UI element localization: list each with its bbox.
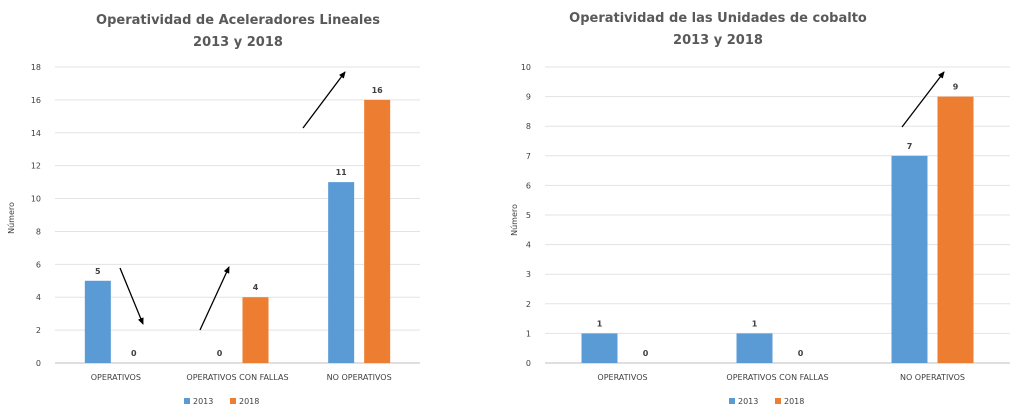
data-label: 7 (907, 142, 913, 151)
y-tick-label: 0 (36, 359, 41, 368)
data-label: 0 (217, 349, 223, 358)
legend-swatch-2013 (184, 398, 190, 404)
y-tick-label: 1 (526, 329, 531, 338)
y-axis-label: Número (7, 202, 16, 234)
data-label: 9 (953, 83, 959, 92)
bar-2013 (581, 333, 618, 363)
chart-unidades-cobalto: Operatividad de las Unidades de cobalto 2… (510, 11, 1010, 406)
bar-2013 (328, 182, 355, 363)
y-tick-label: 12 (31, 162, 41, 171)
trend-arrow (199, 266, 230, 331)
y-tick-label: 14 (31, 129, 41, 138)
legend-swatch-2013 (729, 398, 735, 404)
y-tick-label: 8 (36, 227, 41, 236)
trend-arrow (302, 71, 346, 129)
y-tick-label: 7 (526, 152, 531, 161)
data-label: 0 (643, 349, 649, 358)
y-tick-label: 4 (526, 241, 531, 250)
data-label: 11 (336, 168, 348, 177)
bar-2013 (84, 280, 111, 363)
y-axis-label: Número (510, 204, 519, 236)
y-tick-label: 18 (31, 63, 41, 72)
legend-label: 2018 (239, 397, 259, 406)
chart-title-line: 2013 y 2018 (673, 33, 763, 48)
y-tick-label: 6 (526, 181, 531, 190)
data-label: 0 (798, 349, 804, 358)
y-tick-label: 6 (36, 260, 41, 269)
x-tick-label: OPERATIVOS (91, 373, 141, 382)
legend-label: 2018 (784, 397, 804, 406)
legend-label: 2013 (193, 397, 213, 406)
x-tick-label: OPERATIVOS CON FALLAS (726, 373, 828, 382)
chart-title-line: 2013 y 2018 (193, 35, 283, 50)
y-tick-label: 4 (36, 293, 41, 302)
legend-label: 2013 (738, 397, 758, 406)
trend-arrow (119, 267, 144, 325)
x-tick-label: NO OPERATIVOS (327, 373, 392, 382)
x-tick-label: NO OPERATIVOS (900, 373, 965, 382)
x-tick-label: OPERATIVOS CON FALLAS (186, 373, 288, 382)
data-label: 1 (597, 319, 603, 328)
y-tick-label: 5 (526, 211, 531, 220)
chart-aceleradores-lineales: Operatividad de Aceleradores Lineales201… (7, 13, 420, 406)
chart-title-line: Operatividad de Aceleradores Lineales (96, 13, 380, 28)
y-tick-label: 10 (521, 63, 531, 72)
y-tick-label: 3 (526, 270, 531, 279)
data-label: 0 (131, 349, 137, 358)
bar-2018 (364, 99, 391, 363)
bar-2013 (736, 333, 773, 363)
y-tick-label: 2 (526, 300, 531, 309)
legend-swatch-2018 (775, 398, 781, 404)
bar-2018 (242, 297, 269, 363)
y-tick-label: 8 (526, 122, 531, 131)
legend-swatch-2018 (230, 398, 236, 404)
data-label: 1 (752, 319, 758, 328)
data-label: 4 (253, 283, 259, 292)
data-label: 16 (372, 86, 384, 95)
trend-arrow (901, 71, 945, 128)
bar-2013 (891, 155, 928, 363)
data-label: 5 (95, 267, 101, 276)
y-tick-label: 2 (36, 326, 41, 335)
chart-title-line: Operatividad de las Unidades de cobalto (569, 11, 867, 26)
y-tick-label: 16 (31, 96, 41, 105)
x-tick-label: OPERATIVOS (597, 373, 647, 382)
y-tick-label: 9 (526, 93, 531, 102)
y-tick-label: 10 (31, 195, 41, 204)
bar-2018 (937, 96, 974, 363)
y-tick-label: 0 (526, 359, 531, 368)
